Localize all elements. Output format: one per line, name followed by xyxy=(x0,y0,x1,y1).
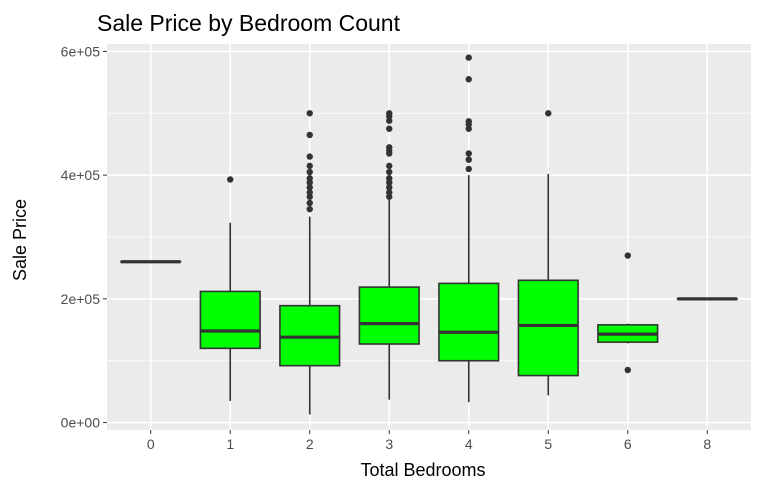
outlier-point xyxy=(386,175,393,182)
outlier-point xyxy=(386,162,393,170)
y-tick-label: 2e+05 xyxy=(61,291,101,307)
box-6 xyxy=(597,252,659,374)
outlier-point xyxy=(306,162,313,170)
x-tick-label: 5 xyxy=(544,436,552,452)
outlier-point xyxy=(306,184,313,191)
outlier-point xyxy=(386,144,393,151)
x-tick-label: 6 xyxy=(624,436,632,452)
box-3 xyxy=(358,110,420,400)
x-axis-title: Total Bedrooms xyxy=(360,460,485,480)
outlier-point xyxy=(465,156,472,163)
outlier-point xyxy=(386,168,393,176)
box-4 xyxy=(438,54,500,403)
y-tick-label: 4e+05 xyxy=(61,167,101,183)
outlier-point xyxy=(624,366,631,374)
outlier-point xyxy=(624,252,631,259)
outlier-point xyxy=(306,199,313,207)
x-tick-label: 2 xyxy=(306,436,314,452)
outlier-point xyxy=(465,118,472,125)
box-2 xyxy=(279,110,341,415)
y-tick-label: 0e+00 xyxy=(61,415,101,431)
box-body xyxy=(199,290,261,350)
box-series xyxy=(120,54,738,415)
y-axis-title: Sale Price xyxy=(10,199,30,281)
outlier-point xyxy=(465,165,472,173)
outlier-point xyxy=(386,110,393,117)
outlier-point xyxy=(306,153,313,160)
outlier-point xyxy=(227,176,234,183)
x-axis-ticks: 0 1 2 3 4 5 6 8 xyxy=(147,430,711,452)
box-5 xyxy=(517,110,579,396)
outlier-point xyxy=(386,125,393,132)
outlier-point xyxy=(545,110,552,117)
y-axis-ticks: 0e+00 2e+05 4e+05 6e+05 xyxy=(61,43,107,431)
y-tick-label: 6e+05 xyxy=(61,43,101,59)
chart-title: Sale Price by Bedroom Count xyxy=(97,10,401,36)
outlier-point xyxy=(465,150,472,157)
x-tick-label: 0 xyxy=(147,436,155,452)
outlier-point xyxy=(306,110,313,117)
box-body xyxy=(358,286,420,345)
x-tick-label: 8 xyxy=(703,436,711,452)
outlier-point xyxy=(386,184,393,191)
minor-gridlines xyxy=(107,112,751,362)
box-body xyxy=(517,279,579,377)
box-body xyxy=(438,282,500,362)
x-tick-label: 1 xyxy=(226,436,234,452)
outlier-point xyxy=(306,189,313,196)
outlier-point xyxy=(465,76,472,83)
outlier-point xyxy=(386,189,393,196)
outlier-point xyxy=(465,54,472,61)
outlier-point xyxy=(306,131,313,139)
outlier-point xyxy=(306,175,313,182)
x-tick-label: 4 xyxy=(465,436,473,452)
x-tick-label: 3 xyxy=(385,436,393,452)
box-1 xyxy=(199,176,261,401)
outlier-point xyxy=(306,168,313,176)
outlier-point xyxy=(306,205,313,213)
